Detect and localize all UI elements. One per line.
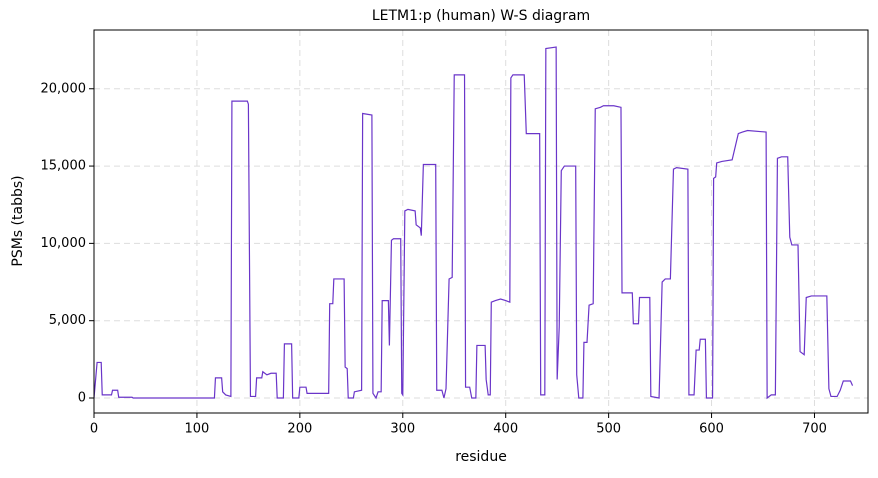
- x-tick-label: 600: [699, 422, 724, 437]
- x-tick-label: 200: [287, 422, 312, 437]
- data-line: [93, 46, 854, 400]
- plot-frame: [93, 29, 869, 414]
- y-tick-label: 15,000: [41, 159, 87, 174]
- y-tick-label: 0: [78, 391, 86, 406]
- y-axis-label: PSMs (tabbs): [10, 175, 26, 266]
- x-axis-label: residue: [455, 449, 507, 465]
- y-tick-label: 10,000: [41, 236, 87, 251]
- x-tick-label: 400: [493, 422, 518, 437]
- x-tick-label: 500: [596, 422, 621, 437]
- x-tick-label: 100: [185, 422, 210, 437]
- x-tick-label: 0: [90, 422, 98, 437]
- chart-title: LETM1:p (human) W-S diagram: [372, 8, 590, 24]
- x-tick-label: 300: [390, 422, 415, 437]
- y-tick-label: 5,000: [49, 313, 86, 328]
- y-tick-label: 20,000: [41, 81, 87, 96]
- x-tick-label: 700: [802, 422, 827, 437]
